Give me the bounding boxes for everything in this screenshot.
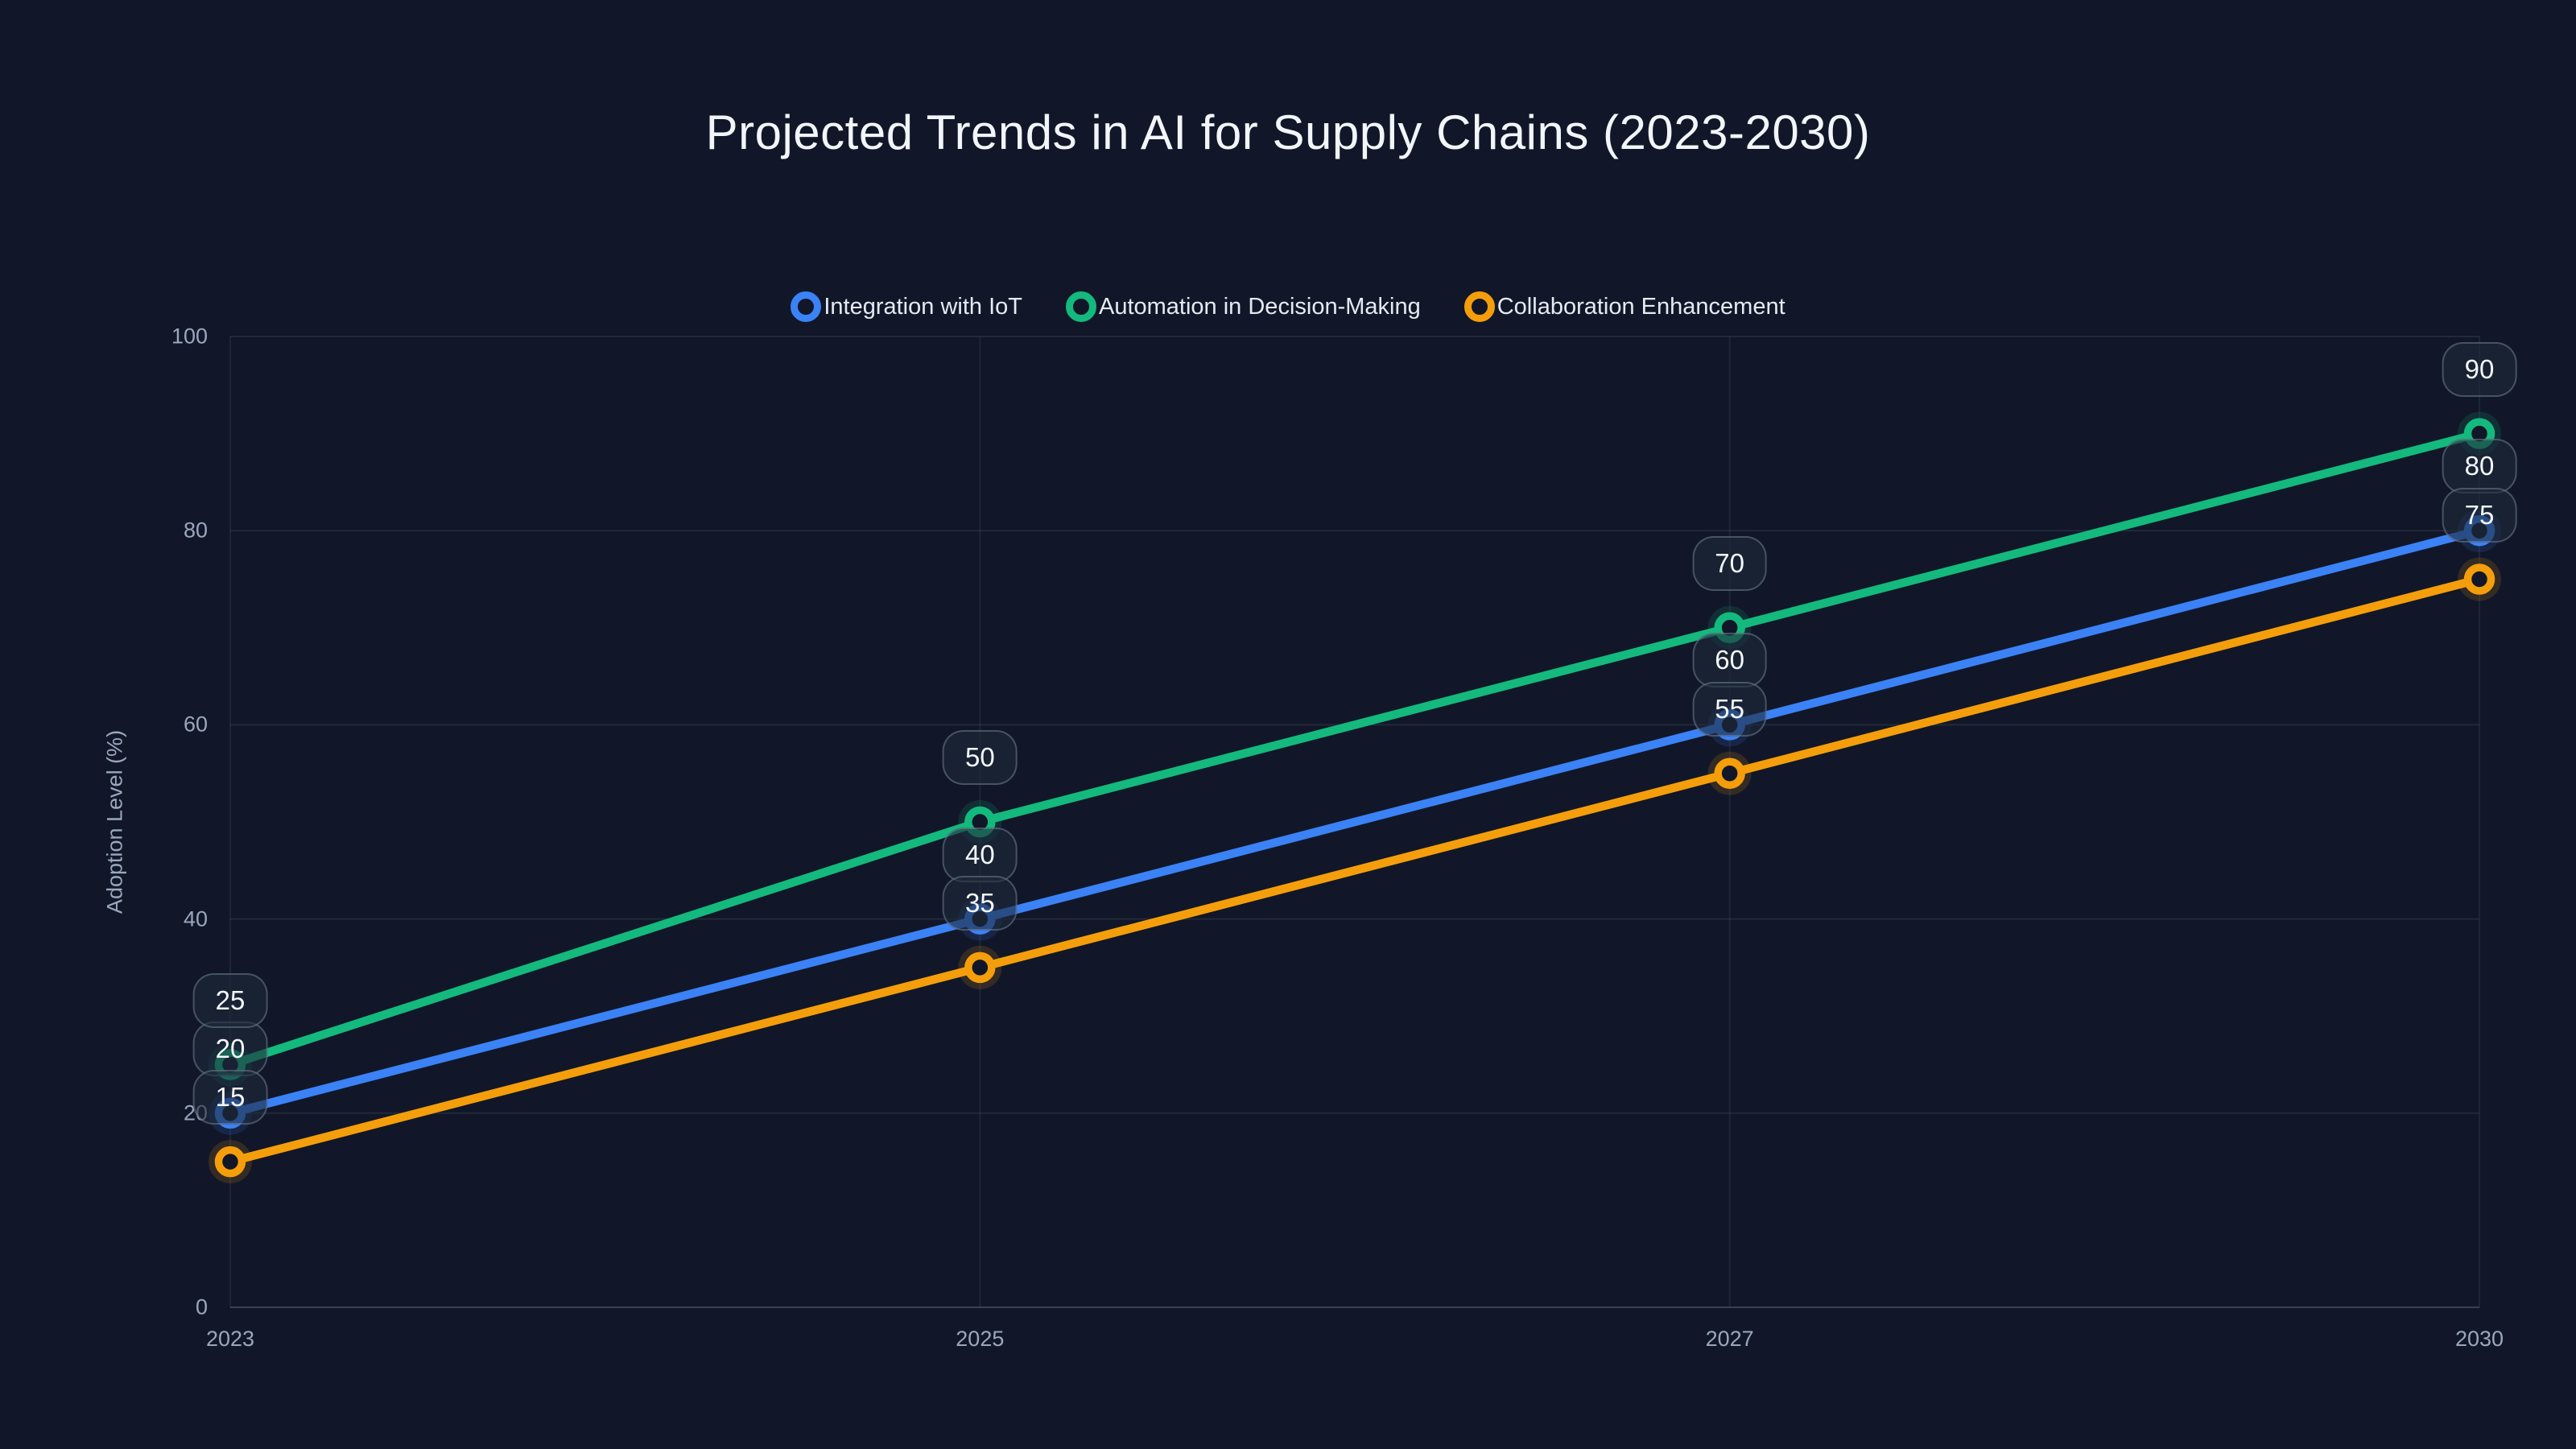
x-tick-label: 2027 [1705, 1327, 1754, 1351]
x-tick-label: 2023 [205, 1327, 255, 1351]
y-tick-label: 100 [171, 324, 208, 349]
legend-item-automation-in-decision-making[interactable]: Automation in Decision-Making [1065, 291, 1421, 322]
data-point-marker [2463, 564, 2496, 595]
y-tick-label: 0 [195, 1294, 208, 1319]
data-point-marker [2463, 514, 2496, 547]
legend-item-label: Automation in Decision-Making [1098, 293, 1421, 320]
legend-item-collaboration-enhancement[interactable]: Collaboration Enhancement [1463, 291, 1785, 322]
data-point-marker [964, 806, 996, 838]
x-tick-label: 2030 [2454, 1327, 2504, 1351]
y-tick-label: 60 [183, 712, 208, 737]
x-tick-label: 2025 [956, 1327, 1005, 1351]
series-line [225, 526, 2484, 1118]
data-point-marker [214, 1097, 246, 1129]
series-line [225, 575, 2484, 1166]
data-point-marker [1714, 758, 1745, 789]
legend-item-label: Collaboration Enhancement [1496, 293, 1785, 320]
data-point-marker [964, 903, 996, 935]
legend-marker-icon [1065, 291, 1096, 322]
y-tick-label: 80 [183, 518, 208, 543]
data-point-marker [1714, 709, 1745, 741]
legend-marker-icon [1463, 291, 1495, 322]
legend-item-label: Integration with IoT [824, 293, 1022, 320]
data-point-marker [214, 1146, 246, 1178]
series-line [225, 429, 2484, 1069]
legend-marker-icon [791, 291, 822, 322]
data-point-marker [1714, 612, 1745, 644]
data-point-marker [964, 952, 996, 984]
y-tick-label: 40 [183, 906, 208, 931]
chart-title: Projected Trends in AI for Supply Chains… [705, 105, 1871, 159]
legend-item-integration-with-iot[interactable]: Integration with IoT [791, 291, 1022, 322]
data-point-marker [2463, 418, 2496, 449]
legend: Integration with IoT Automation in Decisi… [0, 291, 2576, 322]
data-point-marker [214, 1049, 246, 1080]
y-tick-label: 20 [183, 1100, 208, 1125]
